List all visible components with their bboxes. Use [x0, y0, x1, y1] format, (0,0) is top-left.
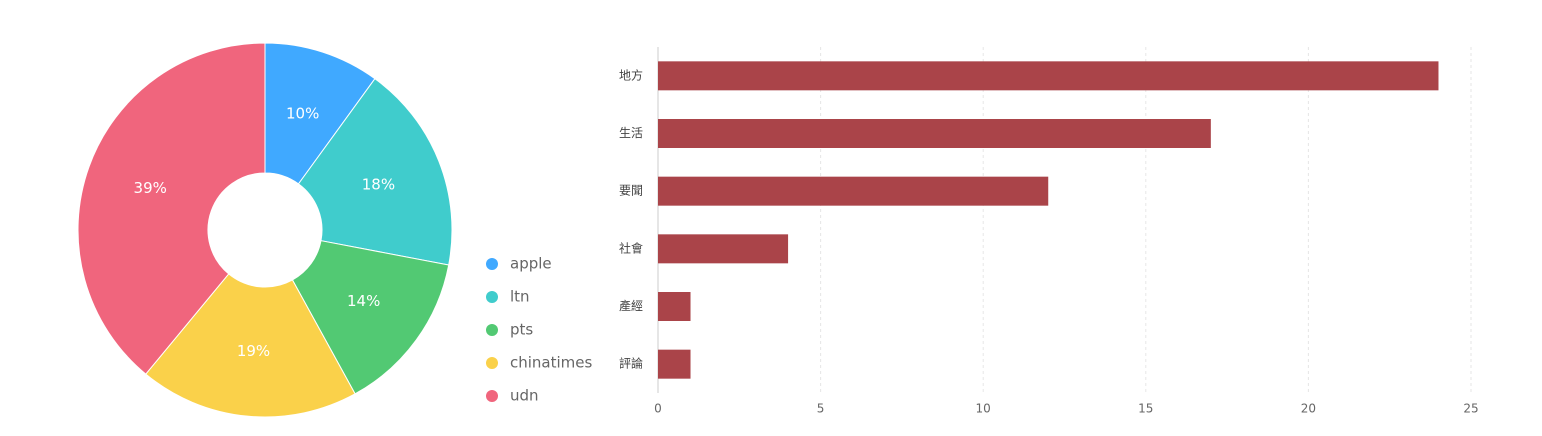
pie-slice	[264, 42, 376, 185]
legend-label: apple	[510, 255, 552, 273]
pie-slice	[77, 42, 266, 375]
slice-label: 10%	[286, 104, 319, 122]
x-tick-label: 15	[1138, 402, 1153, 416]
y-tick-label: 產經	[619, 298, 643, 313]
x-tick-label: 10	[976, 402, 991, 416]
legend-label: pts	[510, 321, 533, 339]
y-tick-label: 要聞	[619, 184, 643, 198]
x-tick-label: 20	[1301, 402, 1316, 416]
legend-marker	[486, 258, 498, 270]
x-tick-label: 5	[817, 402, 825, 416]
bar	[658, 119, 1211, 148]
y-tick-label: 評論	[619, 356, 643, 371]
x-tick-label: 0	[654, 402, 662, 416]
x-tick-label: 25	[1463, 402, 1478, 416]
bar	[658, 61, 1439, 91]
slice-label: 14%	[347, 292, 380, 310]
bar	[658, 349, 691, 379]
legend-label: chinatimes	[510, 354, 593, 372]
pie-slice	[291, 240, 450, 395]
legend-marker	[486, 291, 498, 303]
legend-label: udn	[510, 387, 539, 405]
legend-marker	[486, 357, 498, 369]
bar	[658, 292, 691, 321]
pie-slice	[297, 78, 453, 266]
y-tick-label: 社會	[619, 240, 643, 255]
bar	[658, 234, 789, 264]
legend-marker	[486, 390, 498, 402]
y-tick-label: 生活	[619, 126, 643, 140]
y-tick-label: 地方	[619, 67, 643, 82]
bar	[658, 176, 1049, 206]
pie-slice	[145, 273, 356, 418]
slice-label: 18%	[362, 176, 395, 194]
legend-label: ltn	[510, 288, 530, 306]
slice-label: 19%	[237, 342, 270, 360]
slice-label: 39%	[134, 179, 167, 197]
legend-marker	[486, 324, 498, 336]
